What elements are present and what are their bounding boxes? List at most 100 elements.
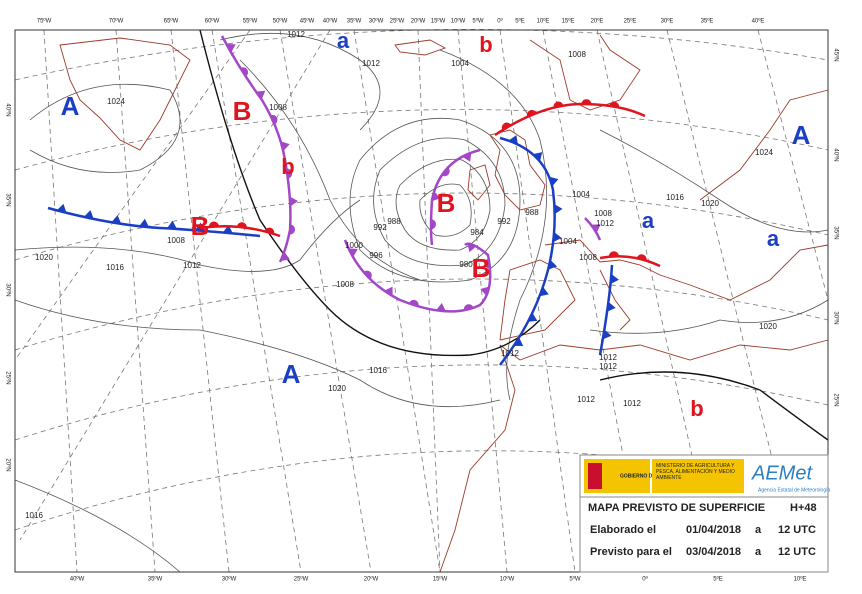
isobar-label: 1016 — [369, 366, 387, 375]
isobar-label: 1012 — [577, 395, 595, 404]
top-label: 45ºW — [300, 18, 315, 25]
front-line — [199, 224, 281, 238]
front-triangle — [480, 286, 490, 297]
top-label: 35ºE — [701, 18, 714, 25]
front-symbol — [270, 114, 278, 125]
front-semicircle — [553, 101, 564, 108]
front-triangle — [222, 224, 233, 234]
front-triangle — [348, 248, 358, 258]
front-line — [599, 255, 661, 268]
front-triangle — [431, 191, 441, 202]
front-symbol — [286, 168, 293, 179]
fronts — [47, 35, 661, 366]
top-label: 10ºE — [537, 18, 550, 25]
isobar-label: 992 — [497, 217, 511, 226]
front-triangle — [384, 286, 393, 297]
labels: 75ºW 70ºW 65ºW 60ºW 55ºW 50ºW 45ºW 40ºW 35ºW 30ºW… — [4, 18, 839, 583]
agency: Agencia Estatal de Meteorología — [758, 487, 830, 493]
front-symbol — [289, 196, 298, 207]
front-semicircle — [236, 222, 247, 228]
pressure-center: A — [282, 359, 301, 389]
pressure-center: B — [437, 188, 456, 218]
front-symbol — [501, 122, 512, 131]
front-triangle — [289, 196, 298, 207]
front-triangle — [591, 224, 601, 233]
front-triangle — [436, 302, 446, 312]
top-label: 65ºW — [164, 18, 179, 25]
front-line — [598, 264, 614, 356]
valid-time: 12 UTC — [778, 546, 816, 558]
top-label: 5ºE — [515, 18, 525, 25]
top-label: 35ºW — [347, 18, 362, 25]
front-triangle — [607, 301, 616, 312]
front-symbol — [610, 273, 619, 284]
bottom-label: 25ºW — [294, 576, 309, 583]
isobar-label: 1012 — [287, 30, 305, 39]
front-triangle — [280, 141, 290, 151]
front-semicircle — [526, 109, 537, 117]
front-symbol — [508, 135, 518, 145]
isobar-label: 1024 — [107, 97, 125, 106]
front-symbol — [608, 251, 619, 257]
front-triangle — [111, 215, 122, 224]
front-triangle — [602, 329, 612, 340]
front-triangle — [548, 259, 558, 270]
front-symbol — [607, 301, 616, 312]
front-symbol — [533, 152, 543, 162]
front-symbol — [431, 191, 441, 202]
bottom-label: 15ºW — [433, 576, 448, 583]
isobar-label: 1012 — [623, 399, 641, 408]
front-semicircle — [501, 122, 512, 131]
coat-of-arms — [588, 463, 602, 489]
front-symbol — [553, 101, 564, 108]
pressure-center: b — [690, 396, 703, 421]
pressure-center: B — [472, 253, 491, 283]
isobar-label: 1008 — [336, 280, 354, 289]
isobar-label: 1020 — [701, 199, 719, 208]
lead-time: H+48 — [790, 502, 817, 514]
issued-at: a — [755, 524, 762, 536]
info-box: GOBIERNO DE ESPAÑA MINISTERIO DE AGRICUL… — [579, 454, 830, 573]
right-label: 45ºN — [832, 48, 839, 61]
isobar-label: 1008 — [167, 236, 185, 245]
front-symbol — [280, 141, 290, 151]
bottom-label: 10ºW — [500, 576, 515, 583]
front-semicircle — [636, 254, 647, 261]
top-label: 15ºW — [431, 18, 446, 25]
front-symbol — [467, 242, 477, 253]
front-triangle — [167, 220, 177, 229]
front-symbol — [436, 302, 446, 312]
front-line — [220, 35, 292, 263]
front-semicircle — [441, 167, 450, 177]
front-semicircle — [264, 227, 275, 234]
front-symbol — [363, 270, 372, 280]
front-semicircle — [240, 67, 249, 77]
issued-date: 01/04/2018 — [686, 524, 741, 536]
left-label: 35ºN — [4, 193, 11, 206]
bottom-label: 30ºW — [222, 576, 237, 583]
pressure-center: b — [479, 32, 492, 57]
front-semicircle — [286, 168, 293, 179]
front-symbol — [289, 224, 296, 235]
front-symbol — [441, 167, 450, 177]
left-label: 40ºN — [4, 103, 11, 116]
front-symbol — [226, 43, 236, 53]
top-label: 20ºW — [411, 18, 426, 25]
pressure-center: B — [233, 96, 252, 126]
isobar-label: 1024 — [755, 148, 773, 157]
front-symbol — [539, 286, 549, 297]
isobar-label: 1008 — [269, 103, 287, 112]
front-symbol — [111, 215, 122, 224]
front-semicircle — [609, 101, 620, 108]
front-triangle — [139, 218, 150, 228]
isobar-label: 1008 — [579, 253, 597, 262]
isobar-label: 1008 — [568, 50, 586, 59]
front-semicircle — [270, 114, 278, 125]
pressure-center: a — [337, 28, 350, 53]
isobar-label: 1012 — [599, 353, 617, 362]
isobar-label: 1016 — [666, 193, 684, 202]
top-label: 50ºW — [273, 18, 288, 25]
issued-time: 12 UTC — [778, 524, 816, 536]
bottom-label: 0º — [642, 576, 648, 583]
